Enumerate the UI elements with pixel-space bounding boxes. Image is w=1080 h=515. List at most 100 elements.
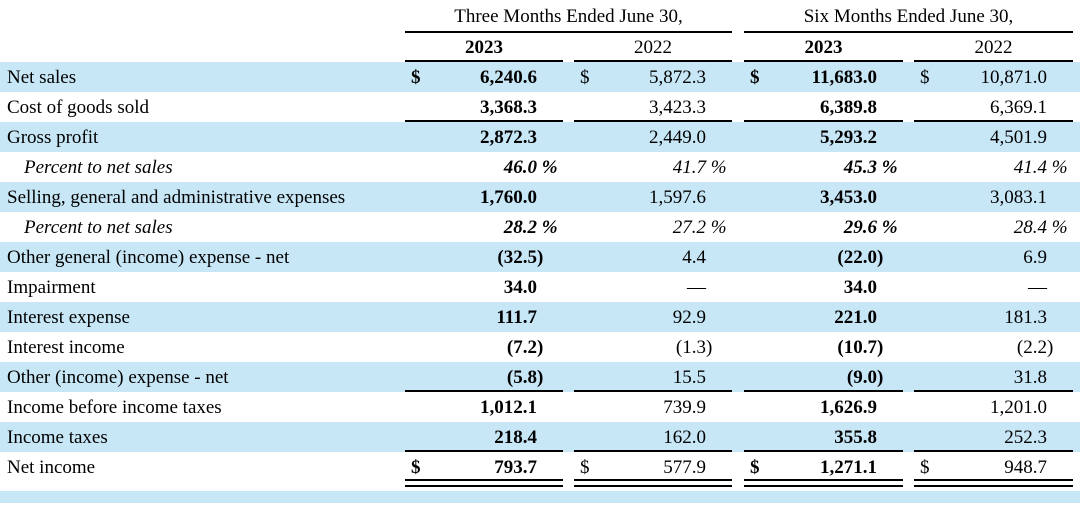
value-cell: 29.6 % <box>744 212 903 242</box>
value-cell: 1,201.0 <box>914 392 1073 422</box>
dollar-sign: $ <box>580 456 590 478</box>
row-label: Other (income) expense - net <box>7 366 229 388</box>
value-number: 3,423.3 <box>649 96 706 118</box>
value-suffix: ) <box>877 336 884 358</box>
value-cell: $10,871.0 <box>914 62 1073 92</box>
value-number: 5,293.2 <box>820 126 877 148</box>
value-number: (1.3 <box>675 336 706 358</box>
value-cell: 41.4 % <box>914 152 1073 182</box>
value-number: 3,368.3 <box>480 96 537 118</box>
table-row: Other general (income) expense - net (32.… <box>0 242 1080 272</box>
dollar-sign: $ <box>920 66 930 88</box>
value-cell: 221.0 <box>744 302 903 332</box>
value-number: 181.3 <box>1004 306 1047 328</box>
value-suffix: % <box>706 156 727 178</box>
value-suffix: ) <box>877 246 884 268</box>
value-number: 92.9 <box>672 306 706 328</box>
value-cell: 5,293.2 <box>744 122 903 152</box>
table-header-years: 2023 2022 2023 2022 <box>0 33 1080 62</box>
value-number: 4,501.9 <box>990 126 1047 148</box>
value-suffix: ) <box>877 366 884 388</box>
value-cell: 162.0 <box>574 422 732 452</box>
row-label: Selling, general and administrative expe… <box>7 186 346 208</box>
value-number: 34.0 <box>843 276 877 298</box>
table-row: Cost of goods sold 3,368.3 3,423.3 6,389.8 6… <box>0 92 1080 122</box>
value-number: 46.0 <box>503 156 537 178</box>
table-row: Net sales $6,240.6 $5,872.3 $11,683.0 $10,87… <box>0 62 1080 92</box>
value-cell: $948.7 <box>914 452 1073 487</box>
row-label: Net sales <box>7 66 77 88</box>
value-cell: (32.5) <box>405 242 563 272</box>
value-number: 1,271.1 <box>820 456 877 478</box>
value-cell: 6,389.8 <box>744 92 903 122</box>
value-number: 221.0 <box>834 306 877 328</box>
value-cell: — <box>574 272 732 302</box>
value-cell: 3,368.3 <box>405 92 563 122</box>
value-suffix: ) <box>537 366 544 388</box>
value-cell: 739.9 <box>574 392 732 422</box>
value-cell: $5,872.3 <box>574 62 732 92</box>
value-number: 1,626.9 <box>820 396 877 418</box>
value-number: 10,871.0 <box>980 66 1048 88</box>
value-number: 355.8 <box>834 426 877 448</box>
table-row: Other (income) expense - net (5.8) 15.5 (9.… <box>0 362 1080 392</box>
value-cell: 4.4 <box>574 242 732 272</box>
dollar-sign: $ <box>411 66 421 88</box>
header-spacer <box>0 33 405 62</box>
value-cell: 27.2 % <box>574 212 732 242</box>
table-row: Interest expense 111.7 92.9 221.0 181.3 <box>0 302 1080 332</box>
dollar-sign: $ <box>411 456 421 478</box>
value-number: 3,083.1 <box>990 186 1047 208</box>
value-suffix: % <box>537 216 558 238</box>
col-group-three-months: Three Months Ended June 30, <box>405 0 732 33</box>
value-number: 3,453.0 <box>820 186 877 208</box>
value-cell: 218.4 <box>405 422 563 452</box>
value-cell: $11,683.0 <box>744 62 903 92</box>
table-row: Net income $793.7 $577.9 $1,271.1 $948.7 <box>0 452 1080 487</box>
value-cell: 92.9 <box>574 302 732 332</box>
value-cell: 1,626.9 <box>744 392 903 422</box>
value-cell: 46.0 % <box>405 152 563 182</box>
value-number: 6,389.8 <box>820 96 877 118</box>
year-header-2023-6m: 2023 <box>744 33 903 62</box>
value-cell: 6.9 <box>914 242 1073 272</box>
value-cell: 355.8 <box>744 422 903 452</box>
table-row: Percent to net sales 28.2 % 27.2 % 29.6 % 28… <box>0 212 1080 242</box>
row-label: Interest expense <box>7 306 130 328</box>
value-number: (22.0 <box>837 246 877 268</box>
value-cell: 252.3 <box>914 422 1073 452</box>
value-cell: $577.9 <box>574 452 732 487</box>
value-number: 11,683.0 <box>811 66 877 88</box>
row-label: Other general (income) expense - net <box>7 246 290 268</box>
value-number: 28.2 <box>503 216 537 238</box>
value-number: 1,597.6 <box>649 186 706 208</box>
value-suffix: % <box>537 156 558 178</box>
value-cell: — <box>914 272 1073 302</box>
value-cell: 1,597.6 <box>574 182 732 212</box>
value-number: 29.6 <box>843 216 877 238</box>
value-number: (7.2 <box>506 336 537 358</box>
value-number: 45.3 <box>843 156 877 178</box>
table-body: Net sales $6,240.6 $5,872.3 $11,683.0 $10,87… <box>0 62 1080 487</box>
row-label: Percent to net sales <box>24 216 173 238</box>
bottom-stripe <box>0 491 1080 503</box>
value-cell: $793.7 <box>405 452 563 487</box>
value-number: (10.7 <box>837 336 877 358</box>
value-cell: 2,449.0 <box>574 122 732 152</box>
value-cell: (1.3) <box>574 332 732 362</box>
value-cell: 1,760.0 <box>405 182 563 212</box>
row-label: Net income <box>7 456 96 478</box>
year-header-2022-3m: 2022 <box>574 33 732 62</box>
value-cell: 3,083.1 <box>914 182 1073 212</box>
table-row: Selling, general and administrative expe… <box>0 182 1080 212</box>
value-number: 31.8 <box>1013 366 1047 388</box>
value-number: (5.8 <box>506 366 537 388</box>
row-label: Income before income taxes <box>7 396 222 418</box>
value-number: 1,201.0 <box>990 396 1047 418</box>
value-cell: 34.0 <box>744 272 903 302</box>
value-cell: 15.5 <box>574 362 732 392</box>
value-number: 218.4 <box>494 426 537 448</box>
col-group-label: Six Months Ended June 30, <box>803 6 1014 27</box>
dollar-sign: $ <box>920 456 930 478</box>
